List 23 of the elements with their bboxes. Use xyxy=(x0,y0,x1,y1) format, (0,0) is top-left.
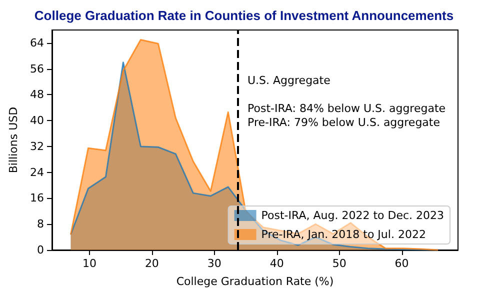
y-tick-label: 8 xyxy=(37,218,44,231)
y-tick-label: 0 xyxy=(37,244,44,256)
x-tick-label: 20 xyxy=(144,257,159,270)
x-tick-label: 40 xyxy=(270,257,284,270)
x-tick-label: 10 xyxy=(82,257,96,270)
y-axis-title: Billions USD xyxy=(7,106,20,174)
ref-line-label: U.S. Aggregate xyxy=(248,74,331,87)
y-tick-label: 24 xyxy=(30,166,44,179)
chart-title: College Graduation Rate in Counties of Investment Announcements xyxy=(34,8,454,23)
x-axis-title: College Graduation Rate (%) xyxy=(176,275,334,288)
x-tick-label: 50 xyxy=(332,257,346,270)
y-tick-label: 32 xyxy=(30,140,44,153)
y-tick-label: 64 xyxy=(30,36,44,50)
legend-label: Pre-IRA, Jan. 2018 to Jul. 2022 xyxy=(261,228,426,241)
x-tick-label: 60 xyxy=(394,257,409,270)
legend-label: Post-IRA, Aug. 2022 to Dec. 2023 xyxy=(261,209,444,222)
annotation: Pre-IRA: 79% below U.S. aggregate xyxy=(248,116,440,129)
y-tick-label: 40 xyxy=(30,114,44,128)
y-tick-label: 56 xyxy=(30,62,44,76)
x-tick-label: 30 xyxy=(207,257,222,270)
y-tick-label: 16 xyxy=(30,192,44,205)
annotation: Post-IRA: 84% below U.S. aggregate xyxy=(248,102,446,115)
y-tick-label: 48 xyxy=(30,88,44,102)
